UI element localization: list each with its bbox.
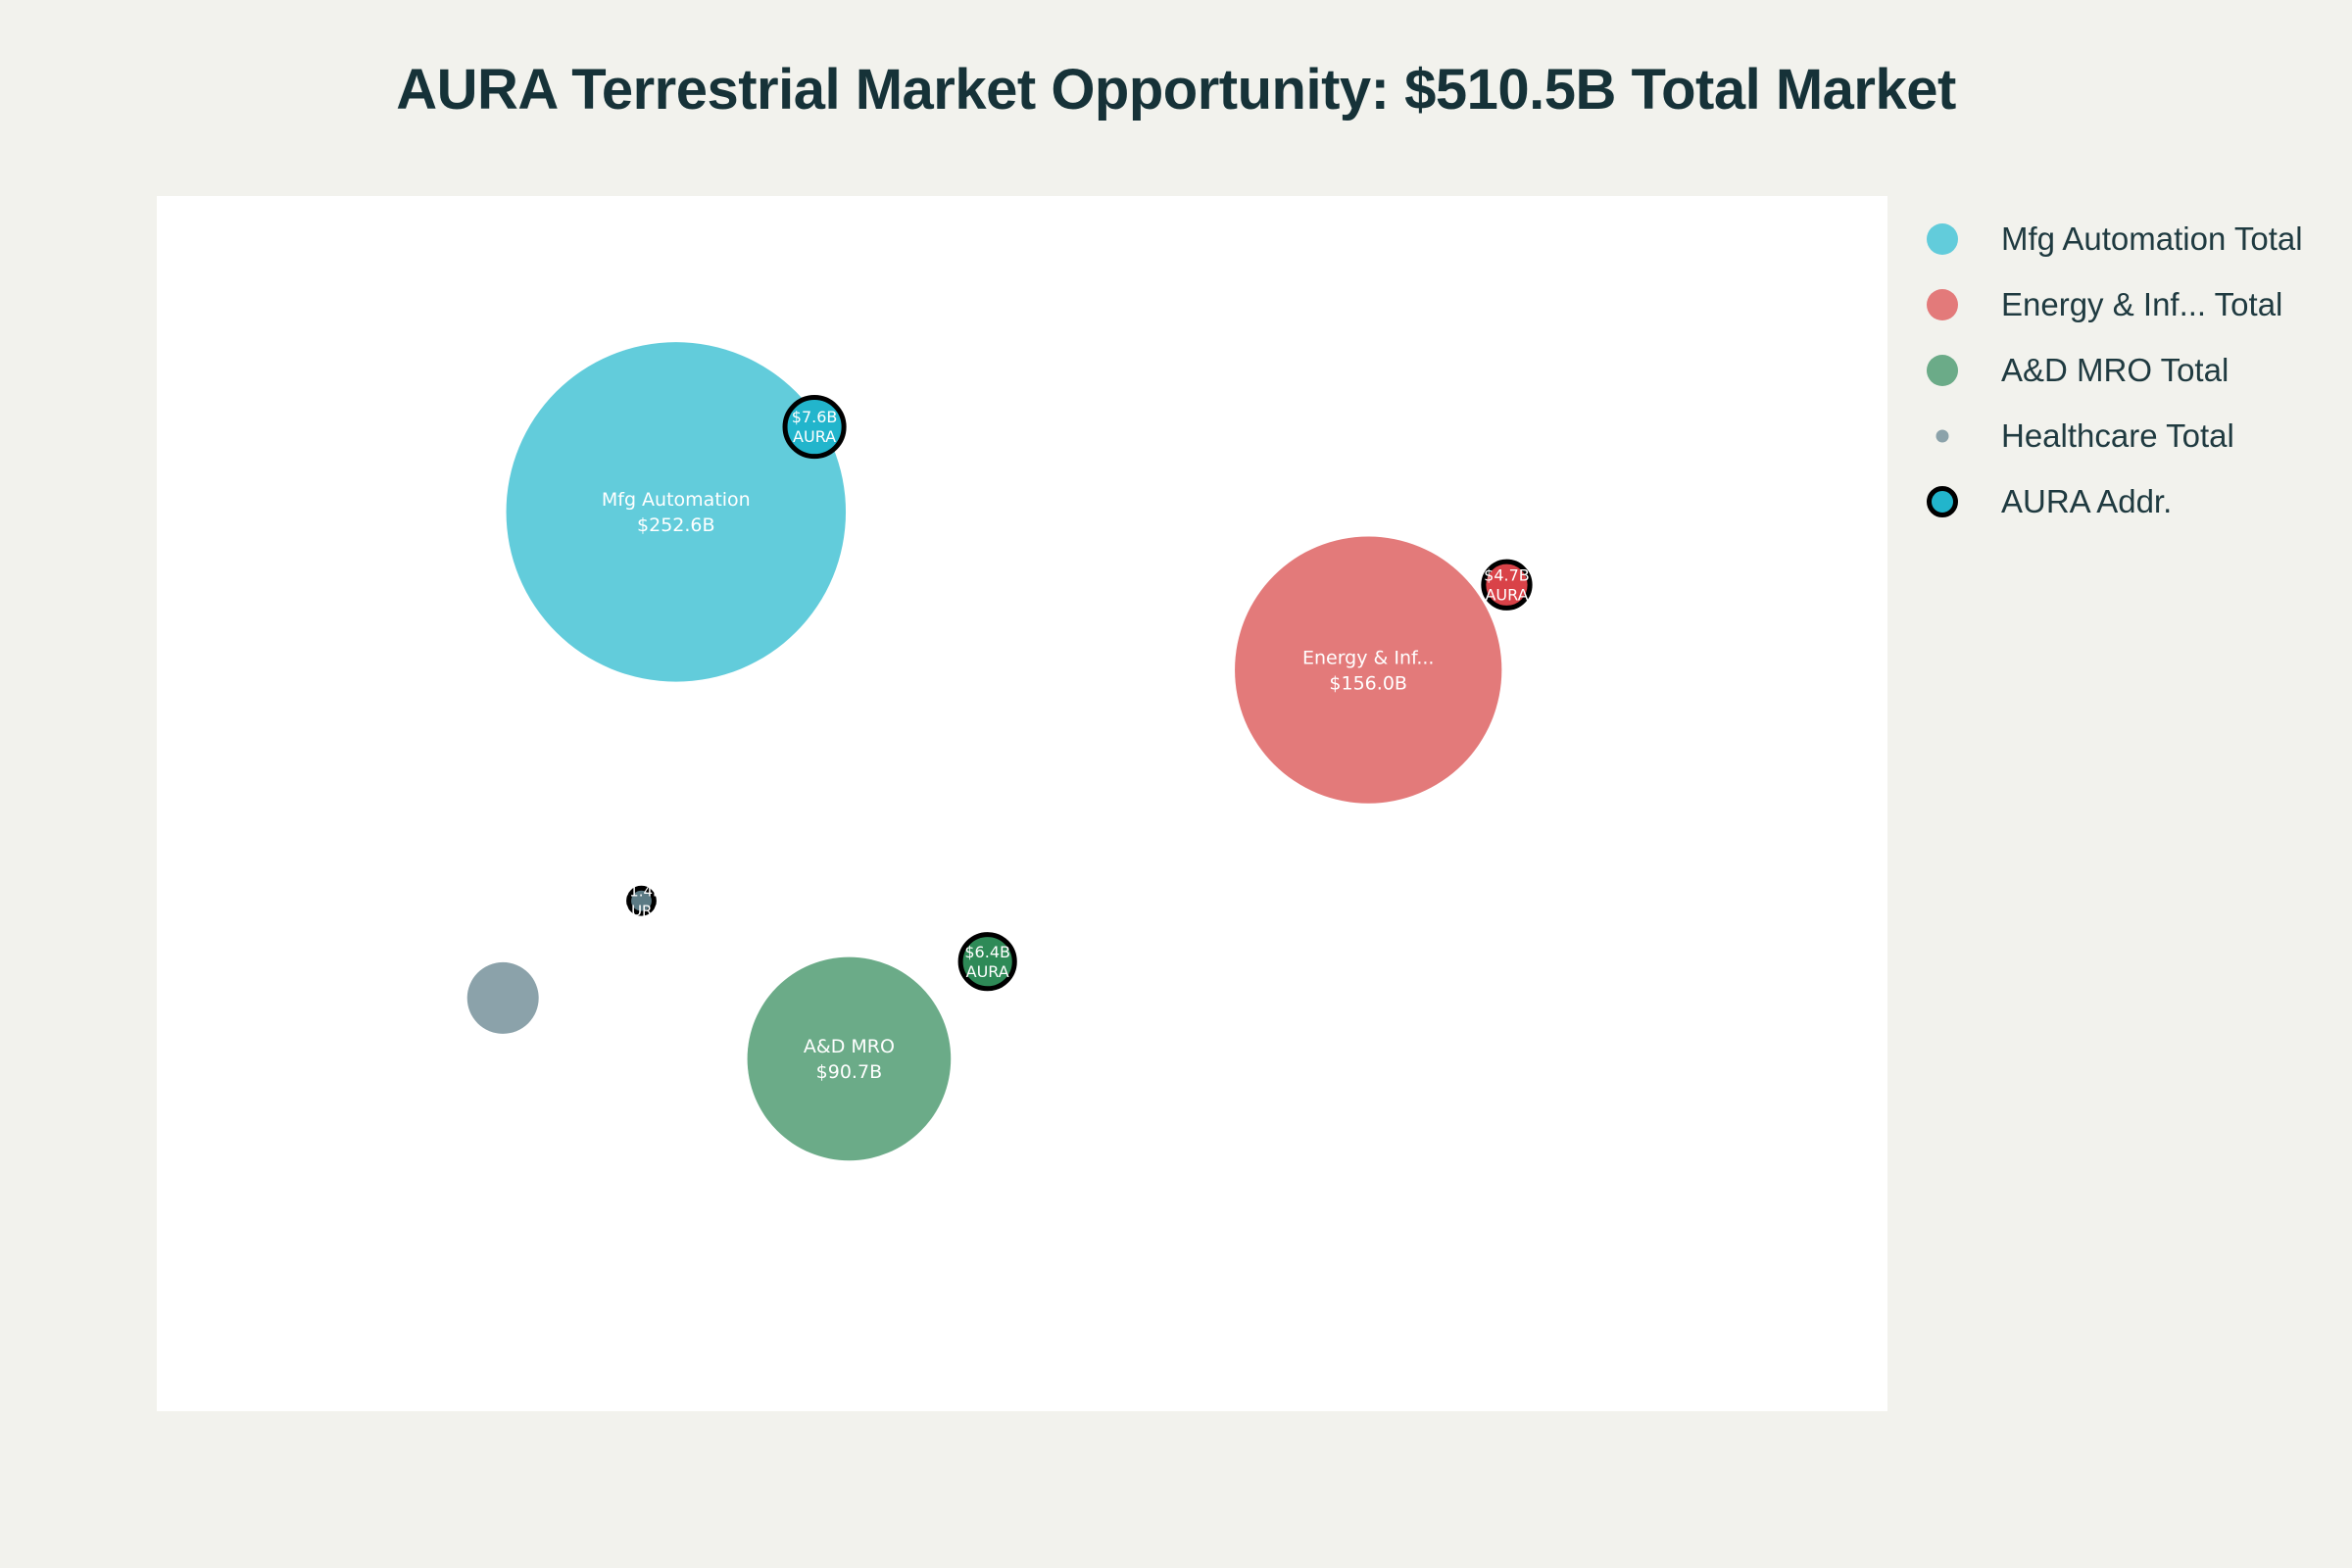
series-energy-inf-total: Energy & Inf... $156.0B	[1235, 536, 1502, 804]
bubble-energy-inf-total-0[interactable]	[1235, 536, 1502, 804]
legend-label-energy-inf-total: Energy & Inf... Total	[2001, 285, 2283, 322]
bubble-label-energy-inf-total-0: Energy & Inf... $156.0B	[1302, 647, 1434, 694]
legend-label-healthcare-total: Healthcare Total	[2001, 416, 2234, 454]
bubble-label-aura-addr-0: $7.6B AURA	[792, 408, 838, 446]
chart-title: AURA Terrestrial Market Opportunity: $51…	[396, 58, 1956, 122]
legend-label-mfg-automation-total: Mfg Automation Total	[2001, 220, 2303, 257]
legend-swatch-healthcare-total	[1936, 429, 1949, 442]
plot-area: Mfg Automation $252.6B Energy & Inf... $156…	[157, 196, 1887, 1411]
legend-label-aura-addr: AURA Addr.	[2001, 482, 2173, 519]
bubble-healthcare-total-0[interactable]	[466, 961, 539, 1034]
series-aura-addr: $7.6B AURA $4.7B AURA $6.4B AURA $1.4B AURA	[620, 395, 1533, 992]
legend-swatch-a-d-mro-total	[1927, 354, 1958, 386]
legend-swatch-energy-inf-total	[1927, 288, 1958, 320]
bubble-plot: Mfg Automation $252.6B Energy & Inf... $156…	[466, 342, 1533, 1161]
bubble-mfg-automation-total-0[interactable]	[506, 342, 847, 682]
bubble-aura-addr-1[interactable]	[1481, 559, 1533, 611]
legend-label-a-d-mro-total: A&D MRO Total	[2001, 351, 2230, 388]
bubble-a-d-mro-total-0[interactable]	[747, 956, 952, 1161]
bubble-label-aura-addr-2: $6.4B AURA	[964, 943, 1010, 981]
bubble-label-mfg-automation-total-0: Mfg Automation $252.6B	[602, 489, 751, 536]
bubble-label-aura-addr-3: $1.4B AURA	[620, 882, 663, 919]
bubble-aura-addr-0[interactable]	[782, 395, 847, 460]
series-a-d-mro-total: A&D MRO $90.7B	[747, 956, 952, 1161]
bubble-label-a-d-mro-total-0: A&D MRO $90.7B	[804, 1036, 895, 1083]
legend-swatch-aura-addr	[1927, 485, 1958, 517]
series-mfg-automation-total: Mfg Automation $252.6B	[506, 342, 847, 682]
legend-swatch-mfg-automation-total	[1927, 222, 1958, 255]
series-healthcare-total	[466, 961, 539, 1034]
bubble-aura-addr-3[interactable]	[626, 885, 657, 916]
bubble-label-aura-addr-1: $4.7B AURA	[1484, 565, 1530, 604]
bubble-aura-addr-2[interactable]	[957, 932, 1017, 992]
